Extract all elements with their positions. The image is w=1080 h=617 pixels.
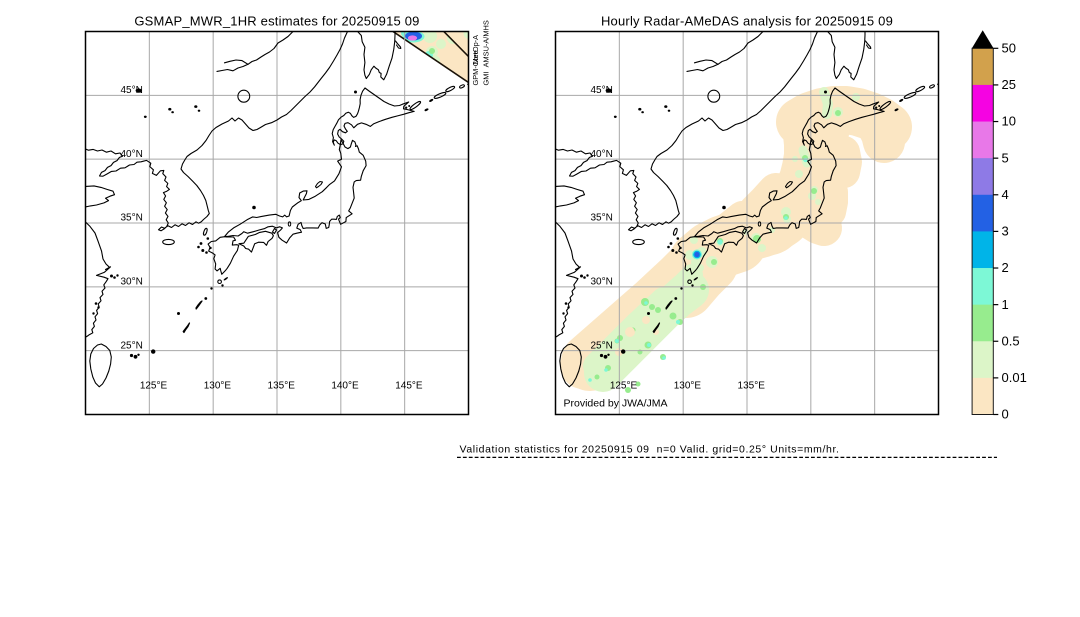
svg-text:5: 5 <box>1002 150 1009 165</box>
svg-text:130°E: 130°E <box>674 380 702 391</box>
svg-text:35°N: 35°N <box>590 213 612 224</box>
svg-text:Provided by JWA/JMA: Provided by JWA/JMA <box>564 398 668 410</box>
svg-text:130°E: 130°E <box>204 380 232 391</box>
svg-text:GSMAP_MWR_1HR estimates for 20: GSMAP_MWR_1HR estimates for 20250915 09 <box>134 13 419 28</box>
svg-text:MetOp-A: MetOp-A <box>471 35 480 65</box>
svg-text:35°N: 35°N <box>120 213 142 224</box>
svg-text:50: 50 <box>1002 41 1016 56</box>
svg-text:40°N: 40°N <box>120 149 142 160</box>
svg-text:25°N: 25°N <box>590 340 612 351</box>
svg-text:0.01: 0.01 <box>1002 370 1027 385</box>
svg-text:135°E: 135°E <box>738 380 766 391</box>
svg-text:30°N: 30°N <box>590 276 612 287</box>
svg-text:45°N: 45°N <box>590 85 612 96</box>
svg-text:GPM-Core: GPM-Core <box>471 50 480 85</box>
svg-text:140°E: 140°E <box>331 380 359 391</box>
svg-text:1: 1 <box>1002 297 1009 312</box>
svg-text:0: 0 <box>1002 407 1009 422</box>
svg-text:125°E: 125°E <box>610 380 638 391</box>
svg-text:40°N: 40°N <box>590 149 612 160</box>
svg-text:Validation statistics for 2025: Validation statistics for 20250915 09 n=… <box>460 444 840 456</box>
svg-text:4: 4 <box>1002 187 1009 202</box>
svg-text:0.5: 0.5 <box>1002 333 1020 348</box>
svg-text:2: 2 <box>1002 260 1009 275</box>
svg-text:125°E: 125°E <box>140 380 168 391</box>
svg-text:145°E: 145°E <box>395 380 423 391</box>
svg-text:135°E: 135°E <box>268 380 296 391</box>
svg-text:45°N: 45°N <box>120 85 142 96</box>
svg-text:3: 3 <box>1002 224 1009 239</box>
svg-text:10: 10 <box>1002 114 1016 129</box>
svg-text:25°N: 25°N <box>120 340 142 351</box>
svg-text:Hourly Radar-AMeDAS analysis f: Hourly Radar-AMeDAS analysis for 2025091… <box>601 13 893 28</box>
svg-text:25: 25 <box>1002 77 1016 92</box>
svg-text:30°N: 30°N <box>120 276 142 287</box>
svg-text:GMI AMSU-A/MHS: GMI AMSU-A/MHS <box>482 20 491 85</box>
